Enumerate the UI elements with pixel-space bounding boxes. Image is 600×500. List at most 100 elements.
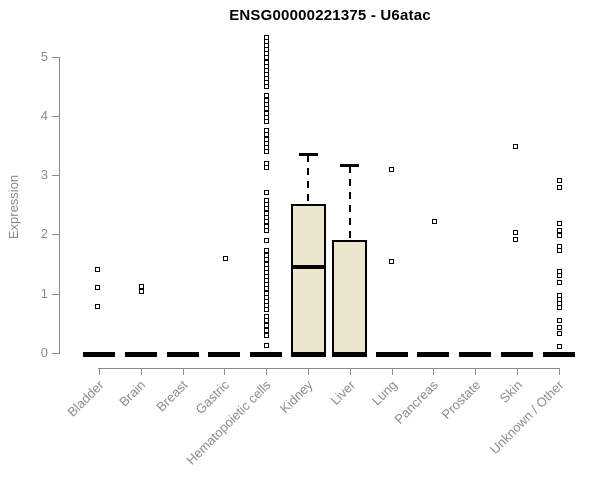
data-point: [263, 313, 269, 319]
zero-median-bar: [292, 351, 324, 357]
data-point: [95, 304, 101, 310]
data-point: [263, 237, 269, 243]
y-tick-label: 3: [40, 167, 48, 182]
data-point: [556, 221, 562, 227]
data-point: [556, 324, 562, 330]
data-point: [263, 343, 269, 349]
zero-median-bar: [417, 351, 450, 357]
data-point: [263, 247, 269, 253]
x-tick: [183, 368, 184, 375]
zero-median-bar: [166, 351, 199, 357]
zero-median-bar: [501, 351, 533, 357]
y-tick: [52, 175, 59, 176]
y-tick: [52, 353, 59, 354]
x-category-label: Hematopoietic cells: [183, 377, 275, 468]
data-point: [263, 197, 269, 203]
data-point: [223, 255, 229, 261]
x-category-label: Lung: [368, 377, 400, 409]
y-tick: [52, 294, 59, 295]
data-point: [263, 149, 269, 155]
data-point: [263, 307, 269, 313]
x-category-label: Liver: [327, 377, 358, 408]
x-category-label: Skin: [496, 377, 525, 406]
x-tick: [266, 368, 267, 375]
zero-median-bar: [542, 351, 575, 357]
y-tick-label: 5: [40, 49, 48, 64]
x-tick: [559, 368, 560, 375]
x-tick: [392, 368, 393, 375]
zero-median-bar: [208, 351, 241, 357]
data-point: [138, 283, 144, 289]
x-category-label: Bladder: [64, 377, 107, 420]
data-point: [263, 210, 269, 216]
data-point: [263, 323, 269, 329]
x-category-label: Brain: [116, 377, 149, 410]
data-point: [263, 127, 269, 133]
data-point: [263, 227, 269, 233]
data-point: [263, 140, 269, 146]
data-point: [263, 110, 269, 116]
data-point: [556, 178, 562, 184]
x-tick: [141, 368, 142, 375]
data-point: [263, 83, 269, 89]
x-category-label: Prostate: [438, 377, 484, 423]
data-point: [263, 327, 269, 333]
x-category-label: Breast: [153, 377, 191, 415]
x-category-label: Gastric: [192, 377, 233, 418]
y-tick: [52, 234, 59, 235]
zero-median-bar: [83, 351, 115, 357]
data-point: [95, 266, 101, 272]
data-point: [556, 273, 562, 279]
whisker-upper: [348, 166, 351, 241]
box-median-line: [290, 264, 326, 269]
y-tick-label: 1: [40, 286, 48, 301]
zero-median-bar: [459, 351, 492, 357]
y-tick-label: 0: [40, 345, 48, 360]
zero-median-bar: [375, 351, 408, 357]
data-point: [513, 230, 519, 236]
data-point: [263, 318, 269, 324]
data-point: [556, 184, 562, 190]
zero-median-bar: [124, 351, 157, 357]
data-point: [388, 258, 394, 264]
zero-median-bar: [250, 351, 283, 357]
data-point: [513, 144, 519, 150]
whisker-cap: [340, 164, 360, 168]
x-category-label: Unknown / Other: [487, 377, 567, 457]
x-category-label: Kidney: [277, 377, 316, 417]
zero-median-bar: [333, 351, 366, 357]
data-point: [556, 331, 562, 337]
data-point: [556, 243, 562, 249]
whisker-upper: [307, 155, 309, 204]
x-axis-line: [98, 368, 560, 369]
y-axis-line: [59, 56, 60, 354]
data-point: [138, 288, 144, 294]
data-point: [513, 236, 519, 242]
data-point: [263, 332, 269, 338]
data-point: [556, 227, 562, 233]
box-iqr: [290, 203, 326, 357]
x-tick: [224, 368, 225, 375]
data-point: [263, 190, 269, 196]
data-point: [388, 167, 394, 173]
data-point: [263, 119, 269, 125]
data-point: [556, 305, 562, 311]
y-tick: [52, 116, 59, 117]
y-tick: [52, 57, 59, 58]
data-point: [556, 317, 562, 323]
x-tick: [350, 368, 351, 375]
x-category-label: Pancreas: [391, 377, 442, 427]
y-tick-label: 4: [40, 108, 48, 123]
data-point: [556, 248, 562, 254]
chart-title: ENSG00000221375 - U6atac: [229, 7, 431, 24]
x-tick: [433, 368, 434, 375]
data-point: [556, 280, 562, 286]
x-tick: [99, 368, 100, 375]
y-axis-label: Expression: [6, 174, 21, 240]
x-tick: [308, 368, 309, 375]
x-tick: [475, 368, 476, 375]
data-point: [95, 285, 101, 291]
x-tick: [517, 368, 518, 375]
whisker-cap: [298, 153, 318, 157]
